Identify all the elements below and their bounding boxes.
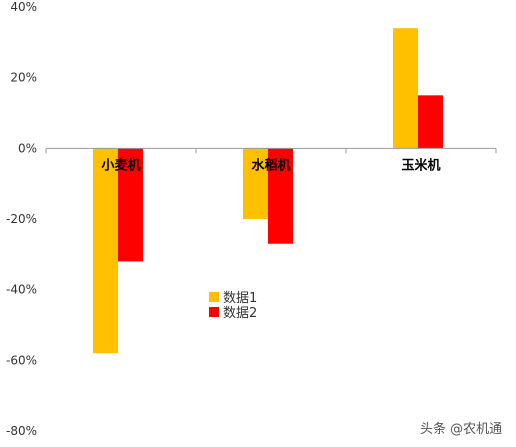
legend-label: 数据1 <box>223 291 257 306</box>
y-tick-label: -80% <box>6 424 37 438</box>
category-label: 小麦机 <box>101 157 140 173</box>
bar-series1-category1 <box>93 148 118 354</box>
y-tick-label: -60% <box>6 353 37 367</box>
y-tick-label: 20% <box>10 71 37 85</box>
bar-series1-category2 <box>243 148 268 219</box>
watermark-text: 头条 @农机通 <box>420 421 502 437</box>
legend-swatch <box>209 292 219 302</box>
bar-series2-category1 <box>118 148 143 262</box>
y-tick-label: -40% <box>6 283 37 297</box>
y-tick-label: -20% <box>6 212 37 226</box>
y-tick-label: 0% <box>18 141 37 155</box>
category-label: 水稻机 <box>251 157 290 173</box>
category-label: 玉米机 <box>401 157 440 173</box>
y-tick-label: 40% <box>10 0 37 14</box>
bar-series2-category2 <box>268 148 293 244</box>
bar-series2-category3 <box>418 95 443 149</box>
bar-series1-category3 <box>393 28 418 149</box>
legend-label: 数据2 <box>223 306 257 321</box>
legend-swatch <box>209 307 219 317</box>
